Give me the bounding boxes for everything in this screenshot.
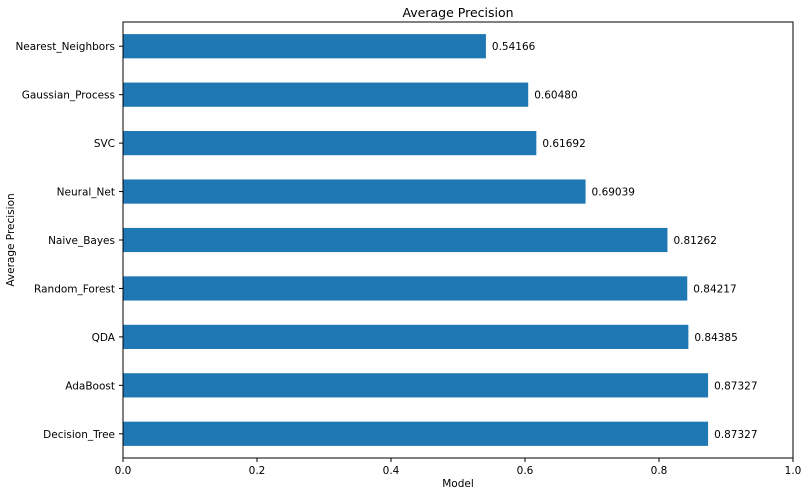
- y-tick-label: Decision_Tree: [43, 429, 115, 441]
- bar-decision-tree: [123, 421, 709, 446]
- data-label: 0.87327: [714, 429, 757, 441]
- data-label: 0.61692: [542, 138, 585, 150]
- bar-qda: [123, 324, 689, 349]
- bar-naive-bayes: [123, 227, 668, 253]
- x-tick-label: 1.0: [785, 465, 802, 477]
- y-axis: Nearest_Neighbors Gaussian_Process SVC Neur…: [15, 41, 123, 441]
- data-label: 0.84385: [694, 332, 737, 344]
- y-tick-label: Naive_Bayes: [48, 235, 115, 247]
- y-tick-label: Random_Forest: [34, 283, 115, 295]
- x-tick-label: 0.8: [651, 465, 668, 477]
- y-tick-label: AdaBoost: [65, 380, 115, 392]
- chart-title: Average Precision: [402, 5, 513, 20]
- x-tick-label: 0.2: [249, 465, 266, 477]
- y-tick-label: QDA: [92, 332, 116, 344]
- x-tick-label: 0.0: [115, 465, 132, 477]
- x-tick-label: 0.4: [383, 465, 400, 477]
- bar-gaussian-process: [123, 82, 529, 107]
- bar-svc: [123, 131, 537, 156]
- y-tick-label: Neural_Net: [57, 187, 115, 199]
- data-label: 0.60480: [534, 90, 577, 102]
- y-tick-label: Gaussian_Process: [22, 90, 115, 102]
- bar-random-forest: [123, 276, 688, 301]
- bar-neural-net: [123, 179, 586, 204]
- bar-nearest-neighbors: [123, 34, 486, 59]
- y-tick-label: SVC: [94, 138, 115, 150]
- bar-adaboost: [123, 373, 709, 398]
- y-axis-label: Average Precision: [5, 193, 17, 286]
- data-label: 0.87327: [714, 380, 757, 392]
- data-label: 0.84217: [693, 283, 736, 295]
- x-tick-label: 0.6: [517, 465, 534, 477]
- data-label: 0.81262: [673, 235, 716, 247]
- x-axis-label: Model: [442, 478, 474, 490]
- data-label: 0.54166: [492, 41, 536, 53]
- data-labels-group: 0.54166 0.60480 0.61692 0.69039 0.81262 0.842…: [492, 41, 758, 441]
- x-axis: 0.0 0.2 0.4 0.6 0.8 1.0: [115, 458, 802, 477]
- bars-group: [123, 34, 709, 446]
- data-label: 0.69039: [592, 187, 635, 199]
- y-tick-label: Nearest_Neighbors: [15, 41, 115, 53]
